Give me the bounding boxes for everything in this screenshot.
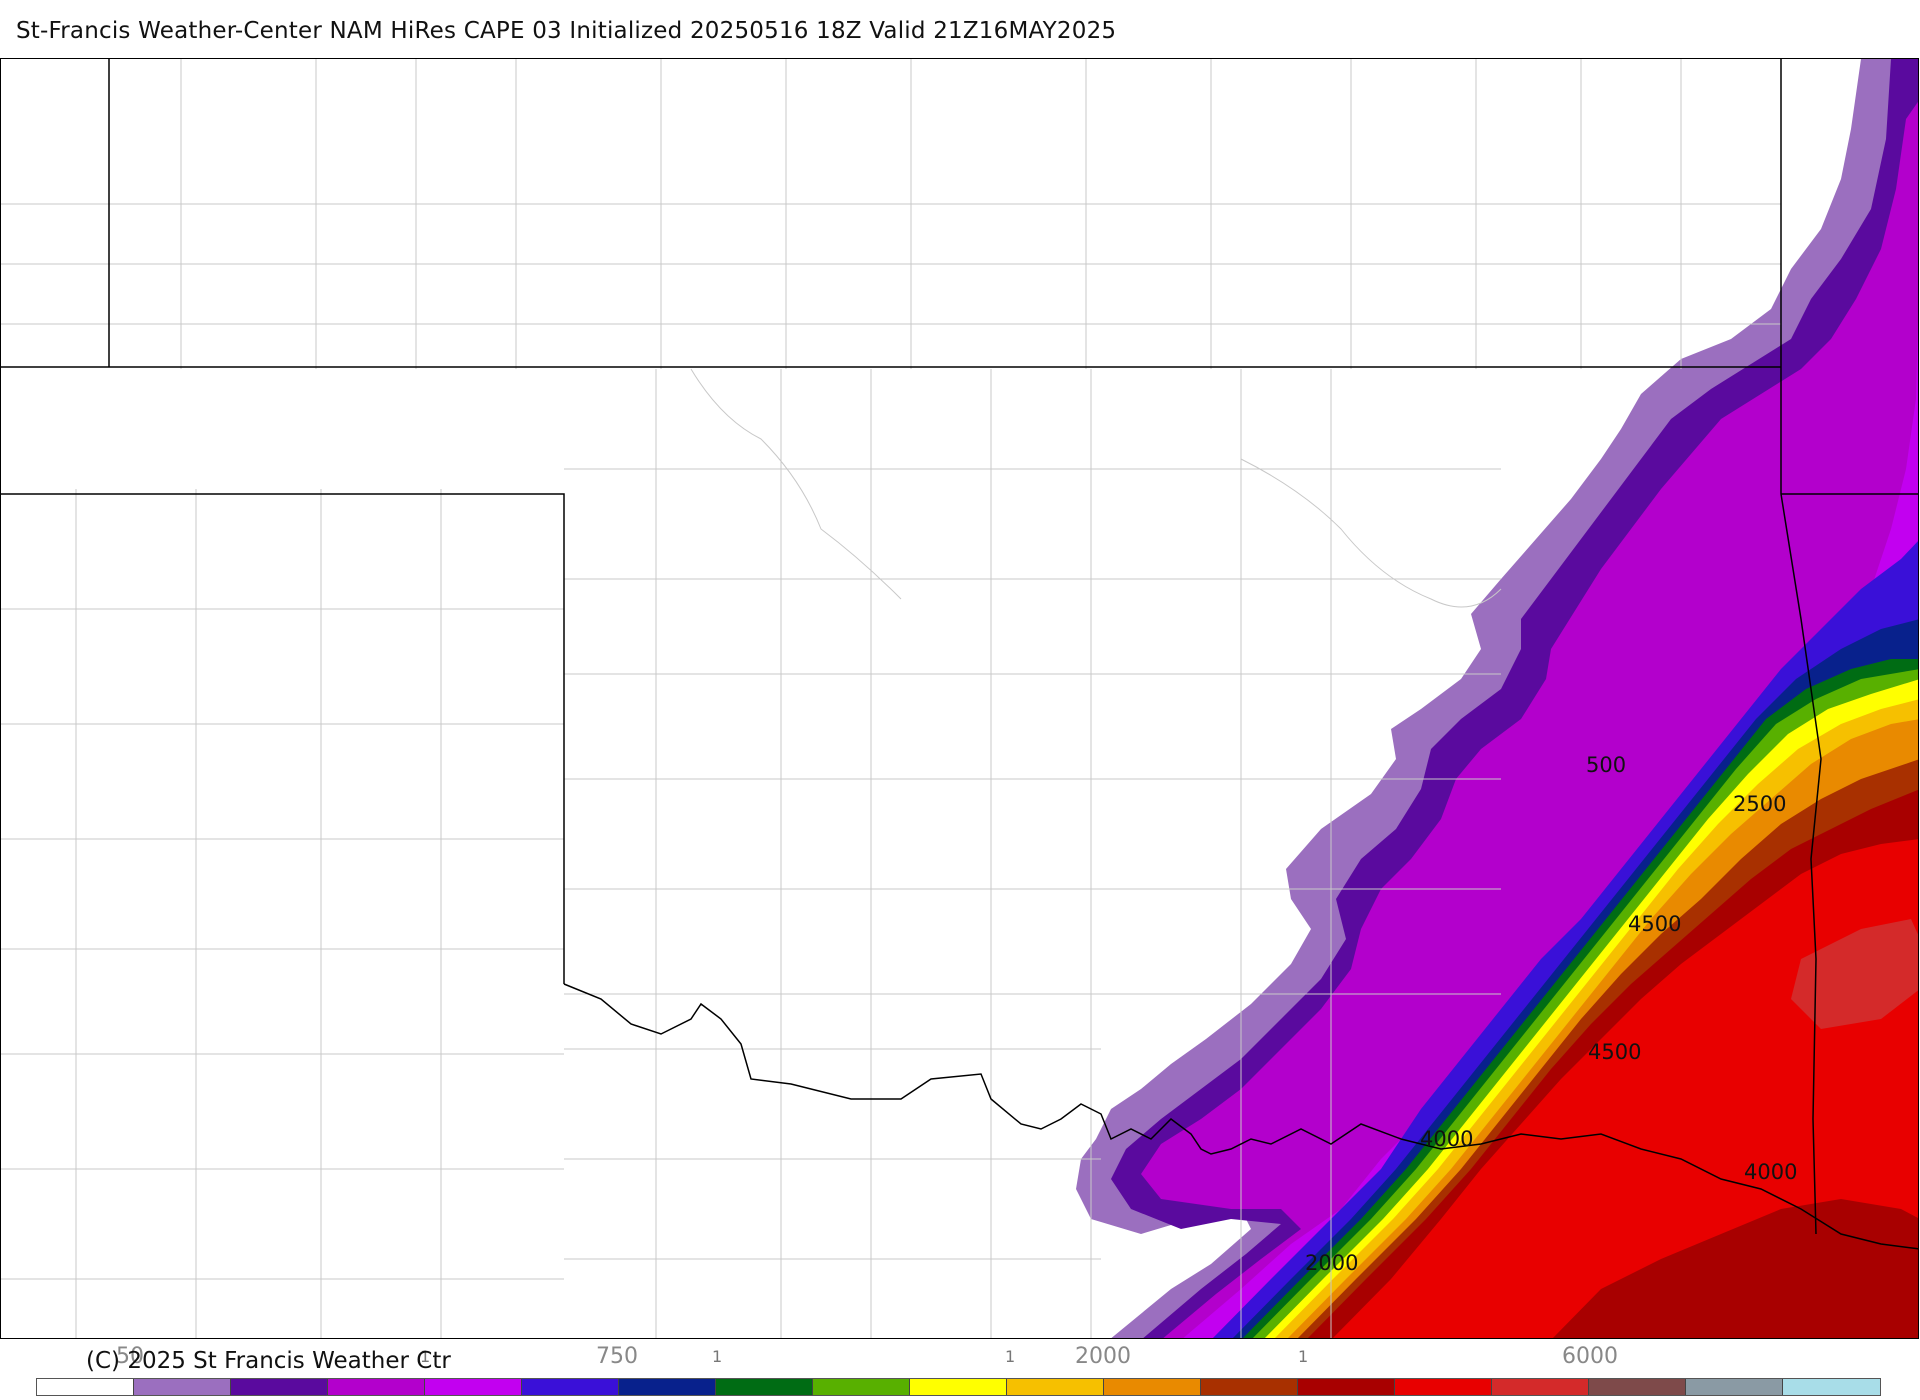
cape-patch-crimson <box>1791 919 1918 1029</box>
colorbar-swatch <box>1686 1379 1783 1395</box>
colorbar-swatch <box>1201 1379 1298 1395</box>
border-ok-ar <box>1780 59 1822 1235</box>
colorbar-swatch <box>1298 1379 1395 1395</box>
scale-label-2000: 2000 <box>1075 1344 1131 1369</box>
cape-colorbar <box>36 1378 1881 1396</box>
scale-label-tick-1: 1 <box>420 1347 431 1366</box>
colorbar-swatch <box>1589 1379 1686 1395</box>
state-borders <box>1 59 1918 1250</box>
contour-label-4500-a: 4500 <box>1628 912 1681 936</box>
page-title: St-Francis Weather-Center NAM HiRes CAPE… <box>16 18 1117 44</box>
contour-labels: 500 2500 4500 4500 4000 4000 2000 <box>1305 753 1797 1275</box>
colorbar-swatch <box>425 1379 522 1395</box>
contour-label-2500: 2500 <box>1733 792 1786 816</box>
border-red-river <box>563 983 1918 1250</box>
map-svg: 500 2500 4500 4500 4000 4000 2000 <box>1 59 1918 1338</box>
scale-label-tick-2: 1 <box>712 1347 723 1366</box>
colorbar-swatch <box>522 1379 619 1395</box>
colorbar-swatch <box>813 1379 910 1395</box>
contour-label-4000-a: 4000 <box>1420 1127 1473 1151</box>
colorbar-swatch <box>134 1379 231 1395</box>
cape-map: 500 2500 4500 4500 4000 4000 2000 <box>0 58 1919 1339</box>
colorbar-swatch <box>328 1379 425 1395</box>
colorbar-swatch <box>910 1379 1007 1395</box>
contour-label-2000: 2000 <box>1305 1251 1358 1275</box>
county-lines <box>1 59 1781 1338</box>
contour-label-4500-b: 4500 <box>1588 1040 1641 1064</box>
cape-shading <box>1076 59 1918 1338</box>
colorbar-swatch <box>231 1379 328 1395</box>
colorbar-swatch <box>1492 1379 1589 1395</box>
scale-label-tick-3: 1 <box>1005 1347 1016 1366</box>
colorbar-swatch <box>1395 1379 1492 1395</box>
scale-label-6000: 6000 <box>1562 1344 1618 1369</box>
colorbar-swatch <box>37 1379 134 1395</box>
colorbar-swatch <box>716 1379 813 1395</box>
cape-patch-dark-red <box>1552 1199 1918 1338</box>
scale-label-50: 50 <box>116 1344 144 1369</box>
scale-label-750: 750 <box>596 1344 638 1369</box>
colorbar-swatch <box>1783 1379 1880 1395</box>
scale-label-tick-4: 1 <box>1298 1347 1309 1366</box>
colorbar-swatch <box>1007 1379 1104 1395</box>
colorbar-swatch <box>1104 1379 1201 1395</box>
copyright-notice: (C) 2025 St Francis Weather Ctr <box>86 1348 451 1374</box>
contour-label-500: 500 <box>1586 753 1626 777</box>
border-panhandle <box>1 493 565 984</box>
contour-label-4000-b: 4000 <box>1744 1160 1797 1184</box>
colorbar-swatch <box>619 1379 716 1395</box>
